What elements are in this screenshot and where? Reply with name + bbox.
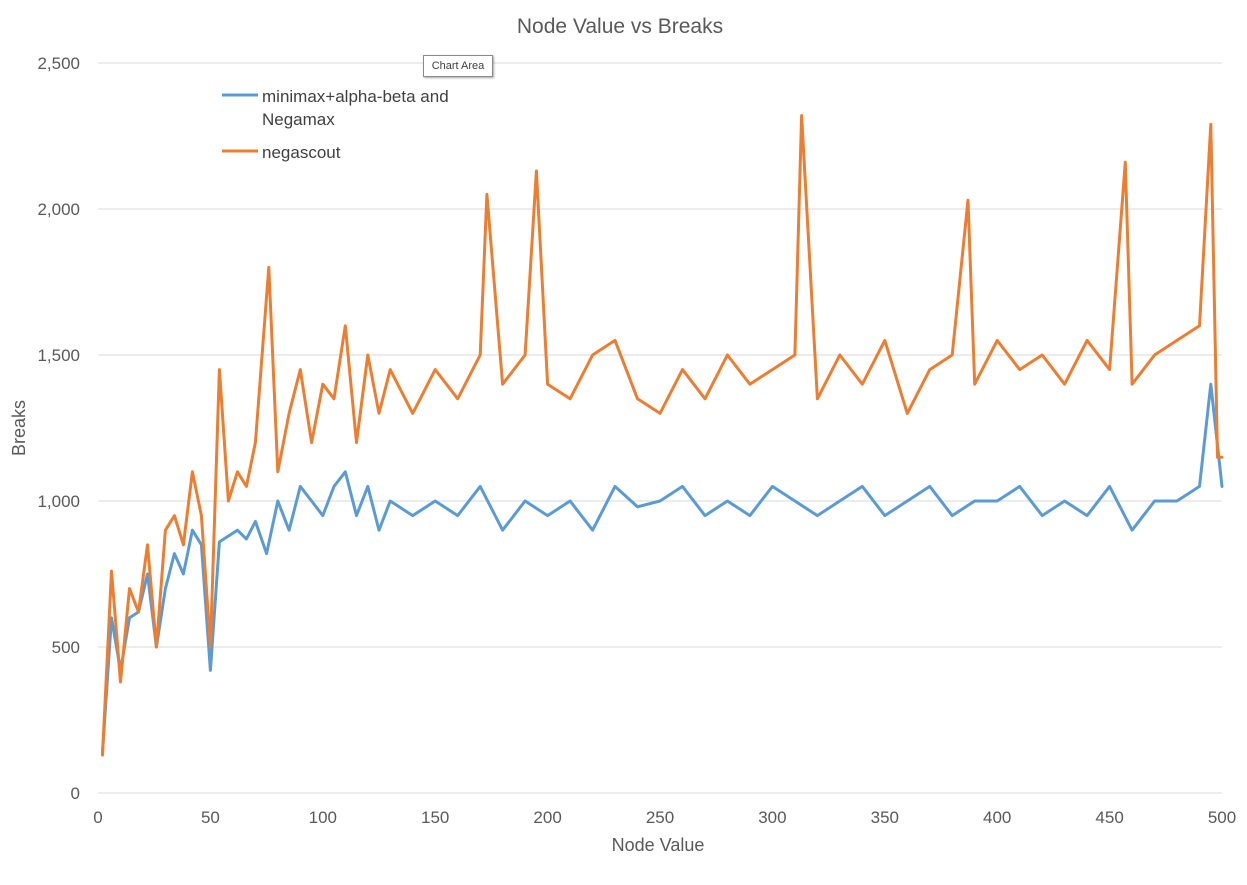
y-tick-label: 500 xyxy=(52,638,80,657)
x-tick-label: 150 xyxy=(421,808,449,827)
x-tick-label: 250 xyxy=(646,808,674,827)
x-axis-title: Node Value xyxy=(612,835,705,855)
x-tick-label: 200 xyxy=(533,808,561,827)
plot-area xyxy=(101,114,1224,757)
gridlines xyxy=(98,62,1222,794)
chart-title: Node Value vs Breaks xyxy=(517,15,723,38)
y-axis-title: Breaks xyxy=(9,400,29,456)
legend: minimax+alpha-beta and Negamax negascout xyxy=(222,87,453,162)
y-axis-ticks: 0 500 1,000 1,500 2,000 2,500 xyxy=(37,54,80,803)
x-axis-ticks: 0 50 100 150 200 250 300 350 400 450 500 xyxy=(93,808,1236,827)
legend-label-minimax: minimax+alpha-beta and Negamax xyxy=(262,87,453,129)
x-tick-label: 500 xyxy=(1208,808,1236,827)
series-line-negascout xyxy=(101,114,1224,757)
chart-area-tooltip: Chart Area xyxy=(423,55,493,77)
x-tick-label: 0 xyxy=(93,808,102,827)
y-tick-label: 1,500 xyxy=(37,346,80,365)
x-tick-label: 400 xyxy=(983,808,1011,827)
y-tick-label: 1,000 xyxy=(37,492,80,511)
x-tick-label: 50 xyxy=(201,808,220,827)
y-tick-label: 2,500 xyxy=(37,54,80,73)
x-tick-label: 100 xyxy=(309,808,337,827)
legend-label-negascout: negascout xyxy=(262,143,341,162)
y-tick-label: 0 xyxy=(71,784,80,803)
x-tick-label: 300 xyxy=(758,808,786,827)
series-line-minimax xyxy=(101,382,1224,754)
y-tick-label: 2,000 xyxy=(37,200,80,219)
x-tick-label: 450 xyxy=(1095,808,1123,827)
x-tick-label: 350 xyxy=(871,808,899,827)
